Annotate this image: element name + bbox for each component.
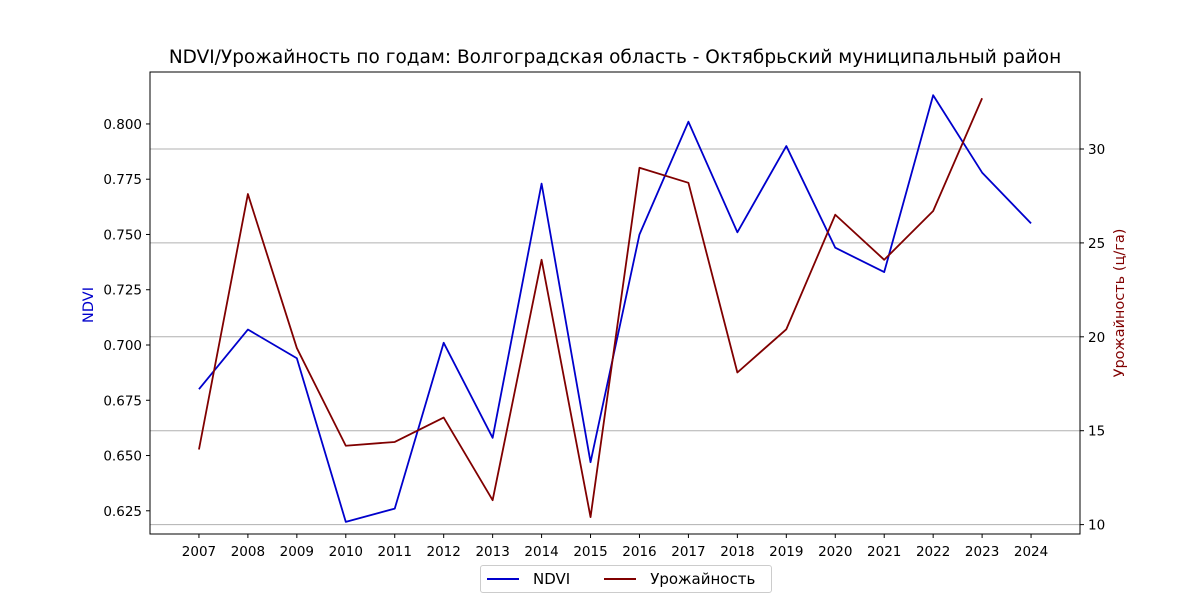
x-axis: 2007 2008 2009 2010 2011 2012 2013 2014 2015 2016… (182, 534, 1048, 560)
left-axis-label: NDVI (81, 287, 97, 323)
x-tick-label: 2012 (427, 544, 461, 560)
x-tick-label: 2014 (524, 544, 558, 560)
x-tick-label: 2013 (475, 544, 509, 560)
legend-label-yield: Урожайность (650, 570, 756, 588)
right-y-axis: 10 15 20 25 30 (1080, 142, 1105, 534)
x-tick-label: 2008 (231, 544, 265, 560)
right-axis-label: Урожайность (ц/га) (1112, 229, 1128, 378)
x-tick-label: 2015 (573, 544, 607, 560)
legend-swatch-ndvi (487, 578, 519, 580)
right-tick-label: 20 (1088, 330, 1105, 346)
legend: NDVI Урожайность (480, 565, 772, 593)
legend-label-ndvi: NDVI (533, 570, 571, 588)
left-tick-label: 0.700 (103, 338, 142, 354)
left-y-axis: 0.625 0.650 0.675 0.700 0.725 0.750 0.775 0.800 (103, 117, 150, 520)
yield-series-line (198, 97, 983, 518)
right-tick-label: 25 (1088, 236, 1105, 252)
legend-item-ndvi: NDVI (481, 570, 570, 588)
left-tick-label: 0.625 (103, 504, 142, 520)
x-tick-label: 2019 (769, 544, 803, 560)
left-tick-label: 0.775 (103, 172, 142, 188)
x-tick-label: 2011 (378, 544, 412, 560)
x-tick-label: 2007 (182, 544, 216, 560)
x-tick-label: 2023 (965, 544, 999, 560)
x-tick-label: 2018 (720, 544, 754, 560)
legend-swatch-yield (604, 578, 637, 580)
x-tick-label: 2010 (329, 544, 363, 560)
left-tick-label: 0.650 (103, 449, 142, 465)
x-tick-label: 2022 (916, 544, 950, 560)
x-tick-label: 2017 (671, 544, 705, 560)
ndvi-series-line (198, 94, 1032, 523)
x-tick-label: 2021 (867, 544, 901, 560)
left-tick-label: 0.675 (103, 393, 142, 409)
plot-frame (149, 71, 1081, 535)
right-tick-label: 10 (1088, 518, 1105, 534)
chart-title: NDVI/Урожайность по годам: Волгоградская… (169, 47, 1061, 68)
right-tick-label: 15 (1088, 424, 1105, 440)
x-tick-label: 2009 (280, 544, 314, 560)
x-tick-label: 2024 (1014, 544, 1048, 560)
x-tick-label: 2016 (622, 544, 656, 560)
left-tick-label: 0.800 (103, 117, 142, 133)
left-tick-label: 0.750 (103, 227, 142, 243)
right-tick-label: 30 (1088, 142, 1105, 158)
x-tick-label: 2020 (818, 544, 852, 560)
series-lines (198, 94, 1032, 523)
legend-item-yield: Урожайность (598, 570, 755, 588)
left-tick-label: 0.725 (103, 283, 142, 299)
